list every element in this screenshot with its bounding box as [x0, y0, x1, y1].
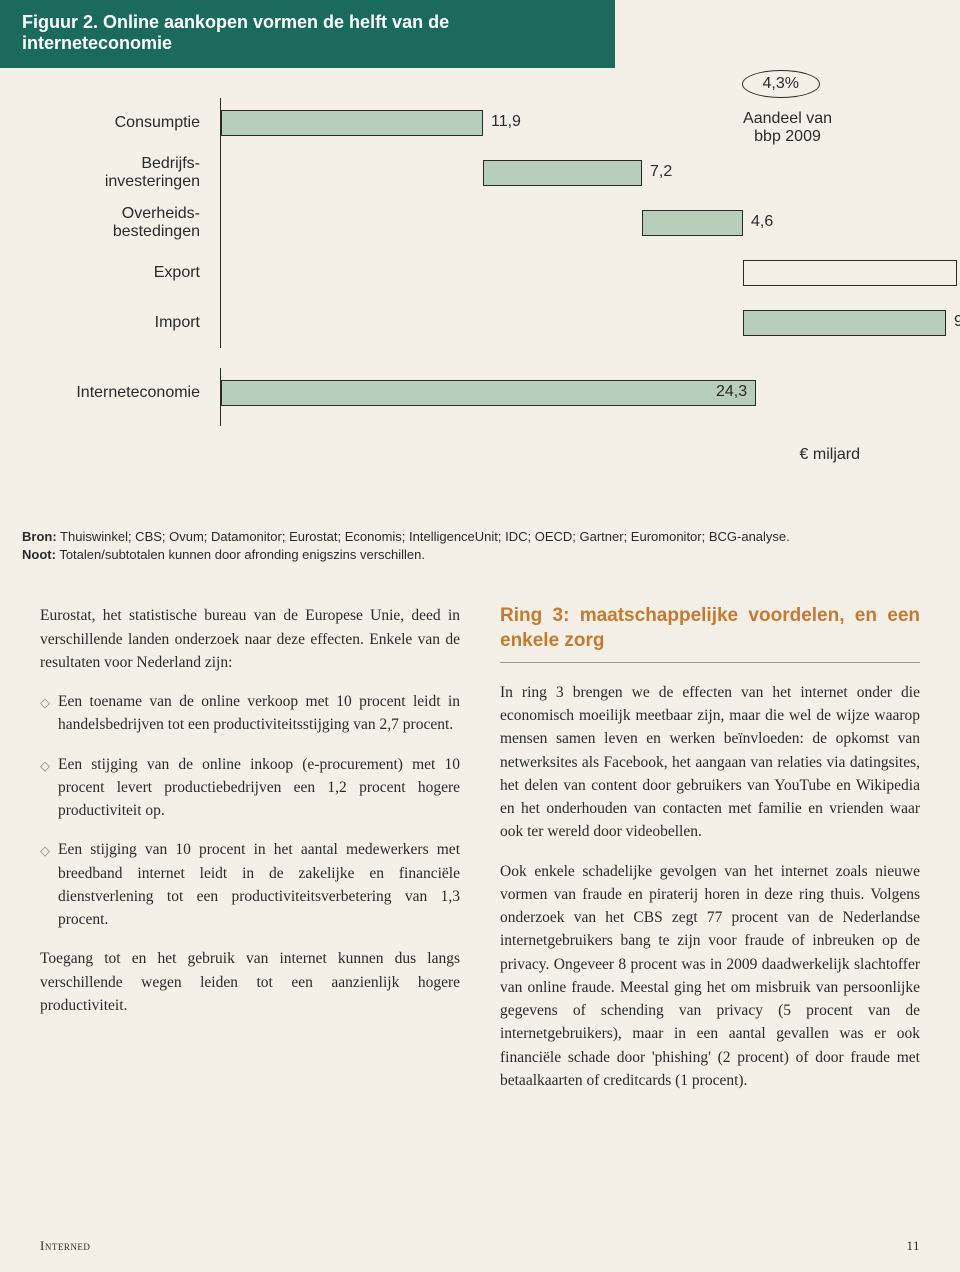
left-column: Eurostat, het statistische bureau van de… [40, 604, 460, 1108]
chart-bar [483, 160, 642, 186]
chart-bar-value: 24,3 [716, 383, 747, 401]
right-column: Ring 3: maatschappelijke voordelen, en e… [500, 604, 920, 1108]
note-bold: Noot: [22, 547, 56, 562]
chart-bar [743, 310, 946, 336]
chart-bar [221, 110, 483, 136]
diamond-icon: ◇ [40, 838, 58, 931]
chart-bar-track: 4,6 [220, 198, 920, 248]
waterfall-chart: Consumptie 11,9 Bedrijfs- investeringen 7,2… [0, 68, 960, 518]
right-p2: Ook enkele schadelijke gevolgen van het … [500, 860, 920, 1093]
page-footer: Interned 11 [40, 1238, 920, 1254]
chart-row: Overheids- bestedingen 4,6 [40, 198, 920, 248]
note-text: Totalen/subtotalen kunnen door afronding… [56, 547, 425, 562]
chart-row-label: Bedrijfs- investeringen [40, 155, 220, 191]
left-intro: Eurostat, het statistische bureau van de… [40, 604, 460, 674]
chart-bar [642, 210, 743, 236]
unit-label: € miljard [40, 446, 920, 464]
source-text: Thuiswinkel; CBS; Ovum; Datamonitor; Eur… [57, 529, 790, 544]
callout-badge: 4,3% [742, 70, 820, 98]
diamond-icon: ◇ [40, 753, 58, 823]
chart-row: Interneteconomie 24,3 [40, 368, 920, 418]
callout-value: 4,3% [763, 75, 799, 92]
list-item: ◇Een stijging van 10 procent in het aant… [40, 838, 460, 931]
chart-bar-track: 9,2 [220, 298, 920, 348]
source-bold: Bron: [22, 529, 57, 544]
list-item-text: Een toename van de online verkoop met 10… [58, 690, 460, 737]
callout-label: Aandeel van bbp 2009 [743, 110, 832, 146]
chart-bar-track: 7,2 [220, 148, 920, 198]
body-columns: Eurostat, het statistische bureau van de… [0, 584, 960, 1108]
list-item-text: Een stijging van 10 procent in het aanta… [58, 838, 460, 931]
chart-row-label: Overheids- bestedingen [40, 205, 220, 241]
list-item: ◇Een toename van de online verkoop met 1… [40, 690, 460, 737]
chart-bar-value: 4,6 [751, 213, 773, 231]
chart-row: Export9,7 [40, 248, 920, 298]
chart-row: Import9,2 [40, 298, 920, 348]
chart-bar-value: 11,9 [491, 113, 521, 131]
chart-row-label: Interneteconomie [40, 384, 220, 402]
chart-row-label: Export [40, 264, 220, 282]
chart-row: Bedrijfs- investeringen 7,2 [40, 148, 920, 198]
ring3-heading: Ring 3: maatschappelijke voordelen, en e… [500, 604, 920, 662]
chart-bar [221, 380, 756, 406]
diamond-icon: ◇ [40, 690, 58, 737]
chart-row-label: Import [40, 314, 220, 332]
chart-bar-track: 24,3 [220, 368, 920, 418]
left-outro: Toegang tot en het gebruik van internet … [40, 947, 460, 1017]
chart-bar-value: 7,2 [650, 163, 672, 181]
axis-tick [220, 418, 221, 426]
list-item-text: Een stijging van de online inkoop (e-pro… [58, 753, 460, 823]
chart-bar-track: 9,7 [220, 248, 920, 298]
list-item: ◇Een stijging van de online inkoop (e-pr… [40, 753, 460, 823]
figure-title: Figuur 2. Online aankopen vormen de helf… [0, 0, 615, 68]
chart-row-label: Consumptie [40, 114, 220, 132]
right-p1: In ring 3 brengen we de effecten van het… [500, 681, 920, 844]
source-note: Bron: Thuiswinkel; CBS; Ovum; Datamonito… [0, 518, 960, 584]
chart-bar [743, 260, 957, 286]
footer-page-number: 11 [906, 1238, 920, 1254]
chart-bar-value: 9,2 [954, 313, 960, 331]
footer-left: Interned [40, 1238, 90, 1254]
